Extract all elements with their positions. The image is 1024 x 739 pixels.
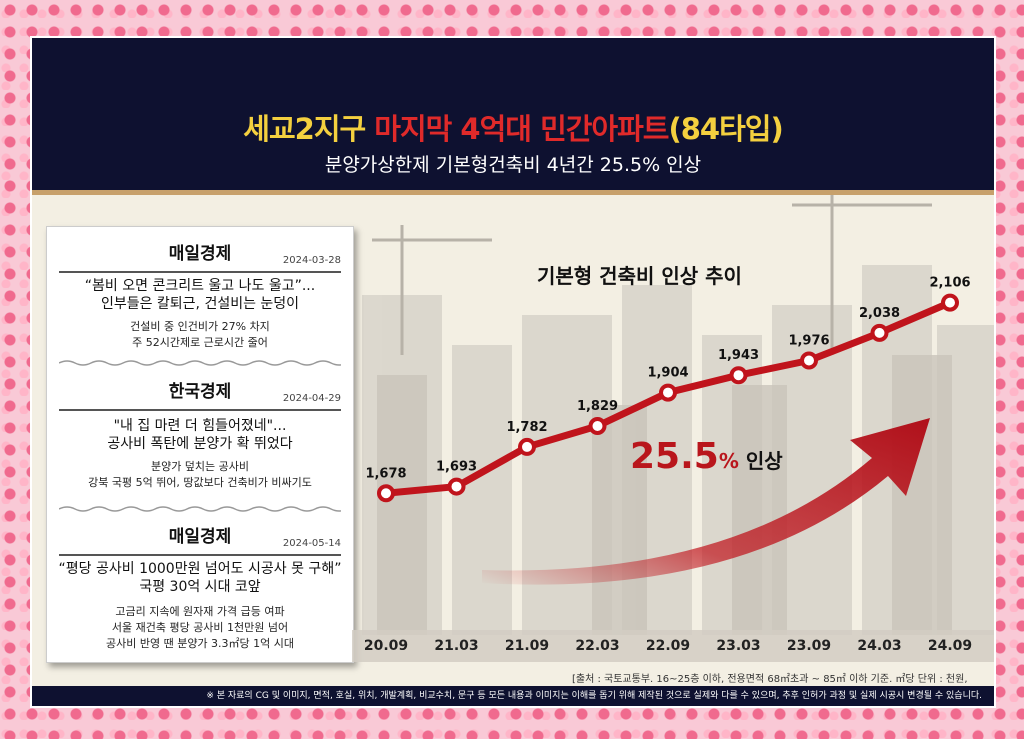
wavy-divider: [59, 360, 341, 366]
disclaimer-footer: ※ 본 자료의 CG 및 이미지, 면적, 호실, 위치, 개발계획, 비교수치…: [32, 686, 994, 706]
news-body: 공사비 반영 땐 분양가 3.3㎡당 1억 시대: [105, 637, 295, 650]
x-tick-label: 21.03: [434, 638, 479, 654]
increase-word: 인상: [738, 449, 783, 473]
data-label: 1,693: [436, 460, 477, 475]
data-point: [447, 477, 466, 496]
increase-value: 25.5: [630, 436, 719, 477]
page-subtitle: 분양가상한제 기본형건축비 4년간 25.5% 인상: [324, 154, 702, 176]
news-headline: “평당 공사비 1000만원 넘어도 시공사 못 구해”: [58, 561, 342, 577]
wavy-divider: [59, 506, 341, 512]
trend-arrow: [482, 418, 930, 585]
news-headline: "내 집 마련 더 힘들어졌네"...: [113, 418, 287, 434]
data-point: [870, 323, 889, 342]
data-point: [588, 416, 607, 435]
data-point: [800, 351, 818, 370]
news-body: 서울 재건축 평당 공사비 1천만원 넘어: [111, 621, 289, 634]
line-chart: 1,678 1,693 1,782 1,829 1,904 1,943 1,976 2,038…: [365, 276, 971, 585]
header-banner: 세교2지구 마지막 4억대 민간아파트(84타입) 분양가상한제 기본형건축비 …: [32, 38, 994, 190]
news-date: 2024-05-14: [282, 538, 341, 549]
title-part-3: (84타입): [668, 112, 783, 146]
x-axis-band: [352, 630, 994, 662]
data-label: 1,829: [577, 399, 618, 414]
data-label: 2,038: [859, 306, 900, 321]
news-headline: “봄비 오면 콘크리트 울고 나도 울고”...: [84, 278, 316, 294]
x-tick-label: 23.09: [786, 638, 832, 654]
x-tick-label: 20.09: [363, 638, 409, 654]
news-body: 강북 국평 5억 뛰어, 땅값보다 건축비가 비싸기도: [88, 476, 312, 489]
x-tick-label: 24.03: [857, 638, 902, 654]
chart-title: 기본형 건축비 인상 추이: [537, 264, 742, 288]
infographic-card: 세교2지구 마지막 4억대 민간아파트(84타입) 분양가상한제 기본형건축비 …: [32, 38, 994, 706]
x-tick-label: 23.03: [716, 638, 761, 654]
x-tick-label: 21.09: [504, 638, 550, 654]
news-body: 고금리 지속에 원자재 가격 급등 여파: [115, 605, 285, 618]
x-tick-label: 22.03: [575, 638, 620, 654]
data-point: [729, 366, 748, 385]
data-label: 2,106: [929, 276, 970, 291]
gold-divider: [32, 190, 994, 195]
news-date: 2024-03-28: [282, 255, 341, 266]
data-label: 1,904: [647, 366, 688, 381]
news-item: 매일경제: [47, 239, 353, 264]
data-label: 1,976: [788, 334, 829, 349]
news-paper-name: 매일경제: [168, 244, 232, 264]
news-body: 건설비 중 인건비가 27% 차지: [130, 320, 270, 333]
data-point: [941, 293, 959, 312]
data-point: [659, 383, 677, 402]
page-title: 세교2지구 마지막 4억대 민간아파트(84타입): [32, 106, 994, 148]
news-rule: [59, 409, 341, 411]
news-body: 주 52시간제로 근로시간 줄어: [132, 336, 268, 349]
title-part-1: 세교2지구: [243, 112, 375, 146]
x-tick-label: 22.09: [645, 638, 691, 654]
news-item: 매일경제: [47, 522, 353, 547]
title-part-2: 마지막 4억대 민간아파트: [374, 112, 669, 146]
news-paper-name: 매일경제: [168, 527, 232, 547]
data-point: [377, 484, 395, 503]
news-headline: 인부들은 칼퇴근, 건설비는 눈덩이: [100, 296, 300, 312]
data-point: [518, 437, 536, 456]
x-tick-label: 24.09: [927, 638, 973, 654]
news-headline: 국평 30억 시대 코앞: [139, 579, 261, 595]
news-clippings: 매일경제 2024-03-28 “봄비 오면 콘크리트 울고 나도 울고”...…: [46, 226, 354, 663]
news-date: 2024-04-29: [282, 393, 341, 404]
news-rule: [59, 271, 341, 273]
news-item: 한국경제: [47, 377, 353, 402]
increase-annotation: 25.5% 인상: [630, 436, 783, 477]
news-headline: 공사비 폭탄에 분양가 확 뛰었다: [107, 436, 293, 452]
data-label: 1,782: [506, 420, 547, 435]
data-label: 1,678: [365, 466, 406, 481]
news-rule: [59, 554, 341, 556]
data-label: 1,943: [718, 348, 759, 363]
news-paper-name: 한국경제: [168, 382, 232, 402]
increase-unit: %: [718, 449, 739, 473]
x-axis-labels: 20.09 21.03 21.09 22.03 22.09 23.03 23.09 24.03…: [32, 638, 994, 660]
news-body: 분양가 덮치는 공사비: [150, 460, 250, 473]
